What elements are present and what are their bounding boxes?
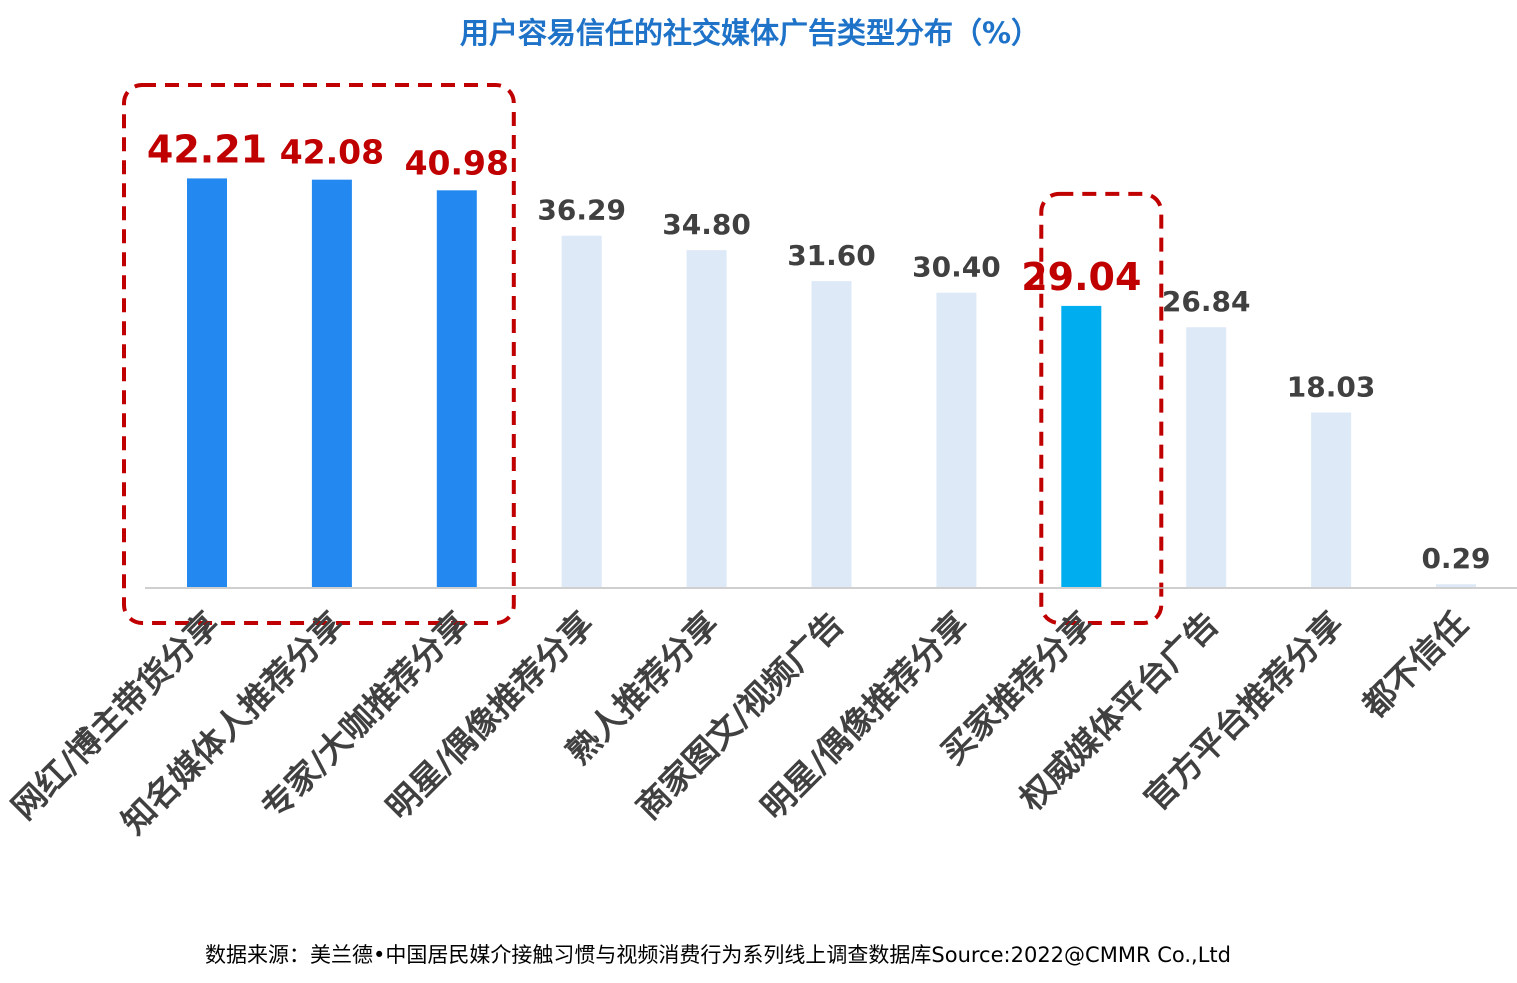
highlight-box-0 <box>122 83 516 625</box>
category-label-3: 明星/偶像推荐分享 <box>379 604 602 827</box>
value-label-1: 42.08 <box>280 133 384 172</box>
highlight-boxes <box>122 83 1164 626</box>
bar-10 <box>1436 584 1476 587</box>
value-label-10: 0.29 <box>1421 542 1490 575</box>
value-label-9: 18.03 <box>1287 370 1376 403</box>
bar-0 <box>187 178 227 587</box>
bar-8 <box>1186 327 1227 587</box>
value-label-5: 31.60 <box>787 239 876 272</box>
source-note: 数据来源：美兰德•中国居民媒介接触习惯与视频消费行为系列线上调查数据库Sourc… <box>205 943 1231 967</box>
bar-2 <box>436 190 477 587</box>
bar-9 <box>1311 412 1352 587</box>
bar-7 <box>1061 305 1102 587</box>
category-label-6: 明星/偶像推荐分享 <box>753 604 976 827</box>
bar-3 <box>561 235 602 587</box>
chart-title: 用户容易信任的社交媒体广告类型分布（%） <box>460 16 1040 50</box>
bars <box>187 178 1476 588</box>
category-label-10: 都不信任 <box>1354 604 1476 726</box>
bar-6 <box>936 292 977 587</box>
highlight-box-1 <box>1039 191 1164 626</box>
category-label-1: 知名媒体人推荐分享 <box>114 604 352 842</box>
bar-4 <box>686 250 727 588</box>
value-label-2: 40.98 <box>405 143 509 182</box>
category-label-0: 网红/博主带货分享 <box>4 604 227 827</box>
bar-1 <box>311 179 352 588</box>
value-label-6: 30.40 <box>912 251 1001 284</box>
category-label-2: 专家/大咖推荐分享 <box>254 604 477 827</box>
value-label-3: 36.29 <box>537 194 626 227</box>
value-label-7: 29.04 <box>1021 255 1141 299</box>
value-label-8: 26.84 <box>1162 285 1251 318</box>
category-label-5: 商家图文/视频广告 <box>628 604 851 827</box>
value-labels: 42.21 42.08 40.98 36.29 34.80 31.60 30.40 29.04… <box>147 127 1491 575</box>
value-label-0: 42.21 <box>147 127 267 171</box>
value-label-4: 34.80 <box>662 208 751 241</box>
category-labels: 网红/博主带货分享知名媒体人推荐分享专家/大咖推荐分享明星/偶像推荐分享熟人推荐… <box>4 604 1476 842</box>
bar-5 <box>811 281 852 587</box>
